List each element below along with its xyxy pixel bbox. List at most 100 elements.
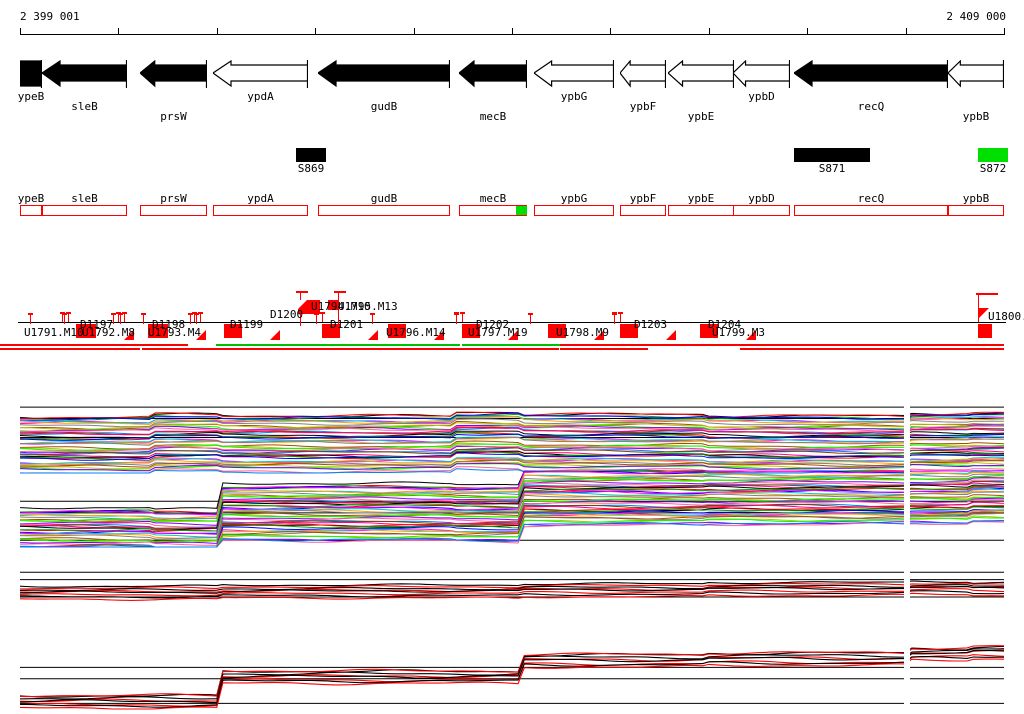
gene-arrow-ypbF[interactable] [620,60,666,88]
gene-arrow-prsW[interactable] [140,60,207,88]
gene-arrow-recQ[interactable] [794,60,948,88]
du-feature-track: U1791.M10 U1792.M8 D1197 D1198 U1793.M4 D1199… [0,276,1024,354]
du-feature-tail [434,330,444,340]
ruler-tick [1004,28,1005,35]
du-feature-tail [508,330,518,340]
du-feature-flag[interactable] [620,324,638,338]
du-feature-cap [194,313,199,315]
gene-box-ypbE[interactable] [668,205,734,216]
gene-arrow-ypbG[interactable] [534,60,614,88]
gene-arrow-ypbE[interactable] [668,60,734,88]
gene-arrow-gudB[interactable] [318,60,450,88]
microarray-panel-second [20,470,1004,548]
gene-arrow-mecB[interactable] [459,60,527,88]
du-feature-stem [338,292,339,326]
du-feature-label: U1799.M3 [712,326,765,339]
du-feature-cap [60,312,65,314]
gene-arrow-ypbD[interactable] [733,60,790,88]
du-feature-tail [270,330,280,340]
summary-panel-third [20,566,1004,628]
du-feature-tail [124,330,134,340]
gene-box-ypbG[interactable] [534,205,614,216]
du-feature-summary-bar [404,344,456,346]
du-feature-cap [111,313,116,315]
du-feature-summary-bar [624,344,1004,346]
du-feature-stem [316,313,317,322]
gene-box-sleB[interactable] [42,205,127,216]
du-feature-flag[interactable] [328,300,338,310]
s-feature-block-S872[interactable] [978,148,1008,162]
s-feature-block-S869[interactable] [296,148,326,162]
du-feature-flag[interactable] [388,324,406,338]
gene-arrow-label-ypbG: ypbG [560,90,588,103]
gene-box-label-recQ: recQ [857,192,885,205]
gene-box-label-mecB: mecB [479,192,507,205]
gene-arrow-label-sleB: sleB [71,100,98,113]
du-feature-flag[interactable] [978,324,992,338]
du-feature-stem [68,313,69,322]
gene-arrow-ypdA[interactable] [213,60,308,88]
du-feature-summary-bar [462,344,572,346]
gene-box-highlight-mecB [516,206,527,215]
gene-arrow-ypbB[interactable] [948,60,1004,88]
gene-arrow-label-ypeB: ypeB [17,90,45,103]
gene-arrow-sleB[interactable] [42,60,127,88]
gene-arrow-label-mecB: mecB [479,110,507,123]
du-feature-label: D1199 [230,318,264,331]
du-feature-stem [124,313,125,322]
gene-box-gudB[interactable] [318,205,450,216]
gene-box-label-ypbG: ypbG [560,192,588,205]
gene-arrow-label-ypbE: ypbE [687,110,715,123]
du-feature-flag[interactable] [462,324,480,338]
ruler-tick [315,28,317,35]
du-feature-stem [300,292,301,326]
s-feature-label-S872: S872 [979,162,1007,175]
gene-arrow-label-recQ: recQ [857,100,885,113]
gene-box-ypbF[interactable] [620,205,666,216]
du-feature-summary-bar [0,348,140,350]
ruler-tick [20,28,21,35]
du-feature-stem [62,313,63,322]
gene-arrow-label-ypbF: ypbF [629,100,657,113]
s-feature-label-S871: S871 [818,162,846,175]
du-feature-flag[interactable] [700,324,718,338]
du-feature-flag[interactable] [76,324,96,338]
gene-box-prsW[interactable] [140,205,207,216]
du-feature-cap [612,312,617,314]
du-feature-flag[interactable] [148,324,168,338]
gene-box-label-sleB: sleB [71,192,98,205]
du-feature-cap [618,312,623,314]
du-feature-tail [746,330,756,340]
du-feature-cap [198,312,203,314]
du-feature-label: D1201 [330,318,364,331]
gene-box-ypbB[interactable] [948,205,1004,216]
s-feature-block-S871[interactable] [794,148,870,162]
du-feature-tail [298,300,307,309]
gene-arrow-label-ypbD: ypbD [748,90,775,103]
gene-box-ypbD[interactable] [733,205,790,216]
du-feature-stem [194,313,195,322]
du-feature-label: U1798.M9 [556,326,609,339]
gene-box-recQ[interactable] [794,205,948,216]
du-feature-flag[interactable] [322,324,340,338]
gene-box-ypeB[interactable] [20,205,42,216]
du-feature-cap [528,313,533,315]
gene-arrow-ypeB[interactable] [20,60,42,88]
gene-box-label-ypeB: ypeB [17,192,45,205]
gene-box-label-ypbF: ypbF [629,192,657,205]
du-feature-stem [118,313,119,322]
ruler-end-label: 2 409 000 [946,10,1006,23]
s-feature-label-S869: S869 [297,162,325,175]
du-feature-label: D1198 [152,318,186,331]
gene-box-ypdA[interactable] [213,205,308,216]
du-feature-cap [188,313,193,315]
du-feature-label-upper: U1794.M10 [311,300,371,313]
du-feature-stem [120,314,121,324]
du-feature-flag[interactable] [548,324,566,338]
du-feature-summary-bar [740,348,1004,350]
du-feature-flag[interactable] [224,324,242,338]
du-feature-label: U1792.M8 [82,326,135,339]
du-feature-label: U1797.M19 [468,326,528,339]
du-feature-cap [296,291,308,293]
gene-box-label-ypdA: ypdA [247,192,274,205]
